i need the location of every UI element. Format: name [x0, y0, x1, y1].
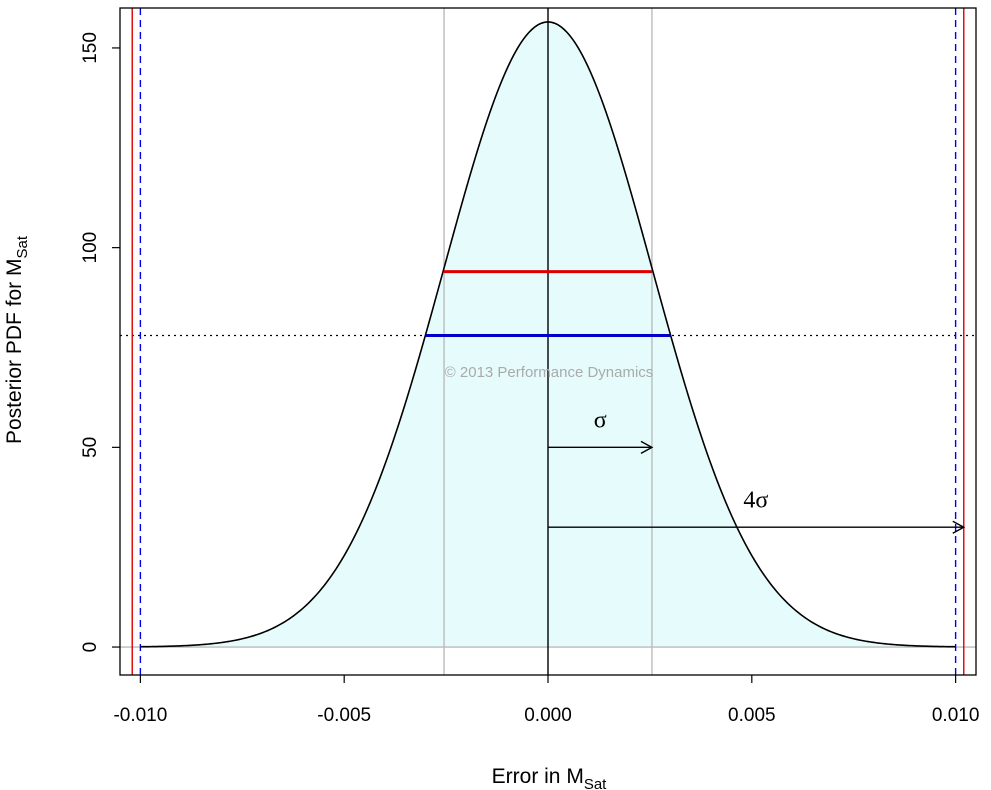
y-axis-title-sub: Sat: [14, 235, 31, 258]
arrows-layer: σ 4σ: [548, 407, 966, 534]
y-axis-title: Posterior PDF for MSat: [3, 235, 31, 444]
y-tick-label-2: 100: [80, 232, 101, 264]
x-tick-label-0: -0.010: [113, 705, 167, 726]
watermark-text: © 2013 Performance Dynamics: [445, 364, 654, 381]
posterior-curve: [140, 21, 956, 648]
arrow-head-0: [640, 440, 654, 454]
x-tick-label-2: 0.000: [524, 705, 572, 726]
x-tick-label-3: 0.005: [728, 705, 776, 726]
x-axis-title-sub: Sat: [584, 776, 607, 790]
y-tick-label-1: 50: [80, 437, 101, 458]
axes-layer: -0.010 -0.005 0.000 0.005 0.010 0 50 100 150: [80, 32, 979, 726]
y-tick-label-0: 0: [80, 642, 101, 653]
x-axis-title-main: Error in M: [492, 765, 584, 788]
arrow-head-1: [952, 520, 966, 534]
reference-lines-layer: [120, 8, 976, 675]
x-axis-title: Error in MSat: [492, 765, 608, 790]
y-axis-title-main: Posterior PDF for M: [3, 258, 26, 444]
interval-segments-layer: [425, 270, 671, 338]
arrow-label-1: 4σ: [743, 487, 768, 513]
x-tick-label-1: -0.005: [317, 705, 371, 726]
curve-layer: [140, 21, 956, 648]
arrow-label-0: σ: [594, 407, 607, 433]
x-tick-label-4: 0.010: [932, 705, 980, 726]
y-tick-label-3: 150: [80, 32, 101, 64]
